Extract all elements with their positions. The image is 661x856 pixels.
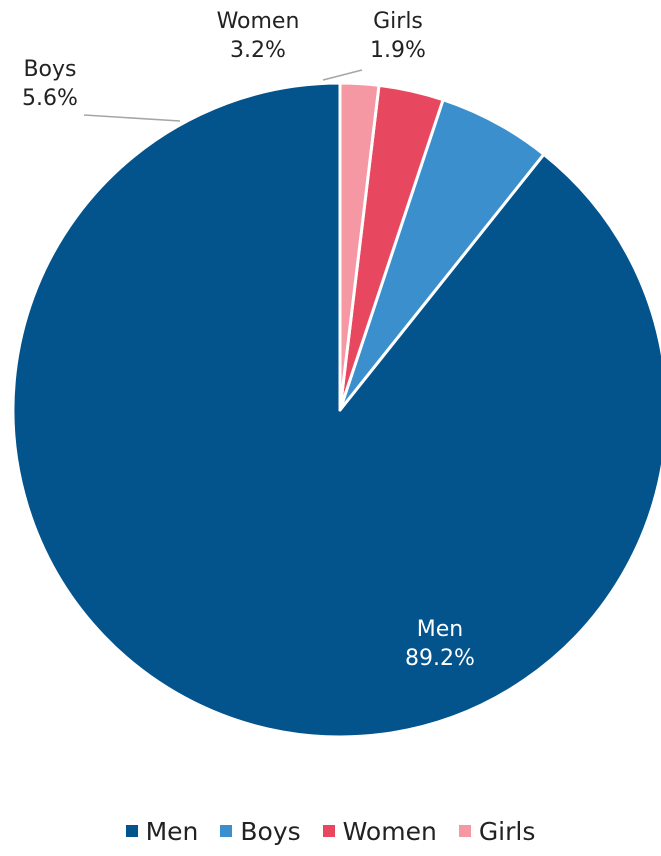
slice-label-women: Women 3.2% — [217, 9, 300, 63]
legend-label: Girls — [478, 816, 536, 846]
slice-value-label: 89.2% — [405, 646, 475, 671]
legend-item-women: Women — [322, 816, 437, 846]
legend-item-men: Men — [125, 816, 199, 846]
leader-line-girls — [322, 69, 363, 81]
legend-swatch — [125, 825, 138, 837]
slice-label-boys: Boys 5.6% — [22, 57, 78, 111]
slice-category-label: Girls — [373, 9, 423, 34]
slice-label-men: Men 89.2% — [405, 617, 475, 671]
slice-category-label: Boys — [23, 57, 76, 82]
slice-label-girls: Girls 1.9% — [370, 9, 426, 63]
slice-category-label: Women — [217, 9, 300, 34]
legend-item-girls: Girls — [458, 816, 536, 846]
legend-swatch — [322, 825, 335, 837]
legend-item-boys: Boys — [220, 816, 301, 846]
slice-value-label: 1.9% — [370, 38, 426, 63]
legend: Men Boys Women Girls — [0, 806, 661, 856]
leader-line-boys — [83, 114, 181, 122]
legend-swatch — [458, 825, 471, 837]
slice-value-label: 5.6% — [22, 86, 78, 111]
legend-swatch — [220, 825, 233, 837]
slice-category-label: Men — [417, 617, 463, 642]
pie-chart: Men 89.2% Boys 5.6% Women 3.2% Girls 1.9% — [11, 9, 661, 739]
legend-label: Women — [342, 816, 437, 846]
slice-value-label: 3.2% — [230, 38, 286, 63]
pie-slice-girls — [338, 81, 381, 412]
legend-label: Boys — [240, 816, 301, 846]
legend-label: Men — [145, 816, 199, 846]
pie-slice-men — [11, 81, 661, 739]
